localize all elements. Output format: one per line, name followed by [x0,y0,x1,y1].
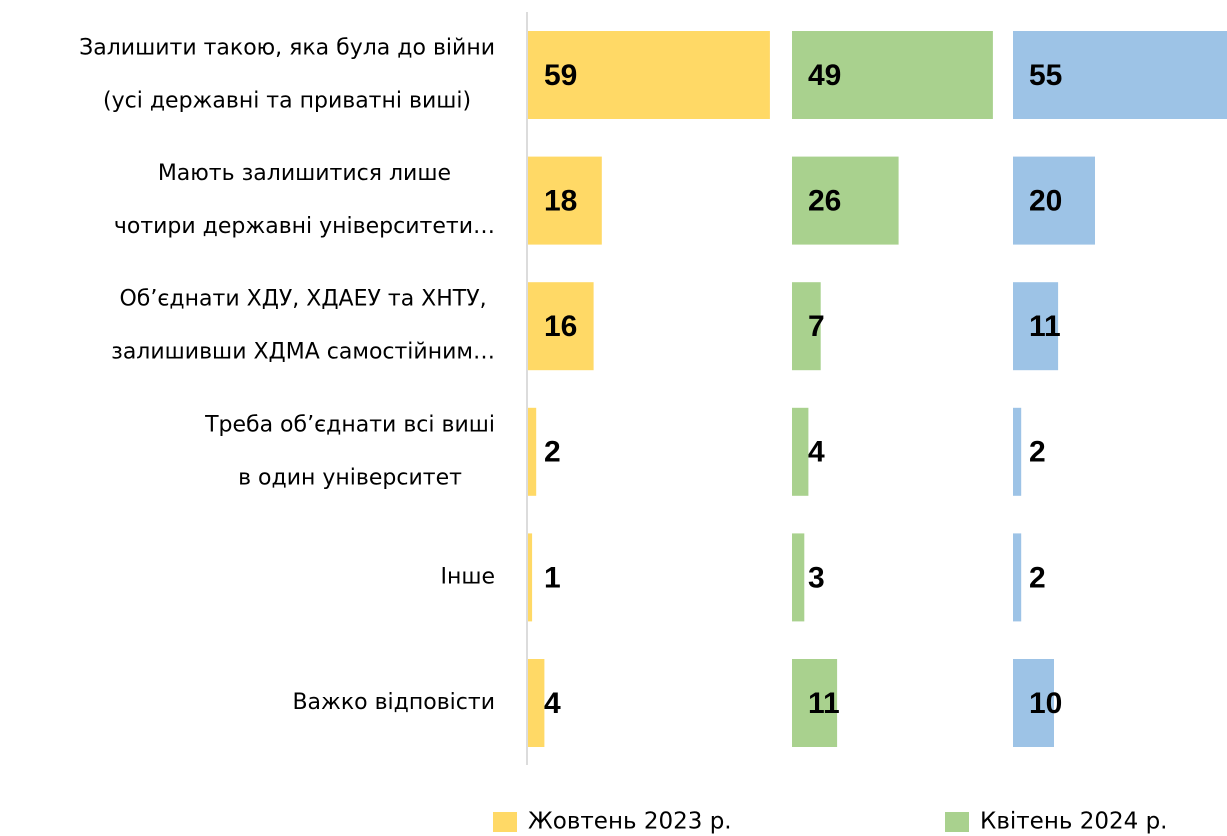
data-label: 4 [808,436,825,469]
data-label: 11 [808,687,840,720]
bar [528,282,594,371]
data-label: 59 [544,59,577,92]
bar [528,407,537,496]
legend-swatch [493,812,517,832]
bar [792,407,809,496]
data-label: 26 [808,185,841,218]
data-label: 1 [544,561,561,594]
data-label: 2 [1029,561,1046,594]
data-label: 3 [808,561,825,594]
data-label: 4 [544,687,561,720]
category-label: чотири державні університети… [114,214,495,239]
data-label: 7 [808,310,825,343]
bar [1013,156,1095,245]
data-label: 10 [1029,687,1062,720]
bar [792,31,993,119]
bar [528,31,770,119]
data-label: 2 [544,436,561,469]
category-label: в один університет [238,465,462,490]
bar [1013,282,1059,371]
bar [792,533,805,622]
category-label: Мають залишитися лише [158,161,451,186]
data-label: 20 [1029,185,1062,218]
category-label: Інше [440,564,495,589]
category-label: Треба об’єднати всі виші [204,412,495,437]
bar [528,659,545,747]
bar [528,156,602,245]
bar [792,659,838,747]
data-label: 49 [808,59,841,92]
bar [528,533,533,622]
data-label: 2 [1029,436,1046,469]
data-label: 55 [1029,59,1062,92]
bar [792,282,821,371]
bar [1013,659,1054,747]
bar [1013,533,1022,622]
legend-swatch [945,812,969,832]
category-label: залишивши ХДМА самостійним… [111,340,495,365]
bar [1013,407,1022,496]
data-label: 11 [1029,310,1061,343]
legend-label: Квітень 2024 р. [980,809,1167,835]
category-label: (усі державні та приватні виші) [103,89,471,114]
bar [1013,31,1227,119]
category-label: Залишити такою, яка була до війни [79,36,495,61]
legend-label: Жовтень 2023 р. [528,809,732,835]
category-label: Важко відповісти [292,690,495,715]
category-label: Об’єднати ХДУ, ХДАЕУ та ХНТУ, [119,287,486,312]
data-label: 18 [544,185,577,218]
bar [792,156,899,245]
data-label: 16 [544,310,577,343]
